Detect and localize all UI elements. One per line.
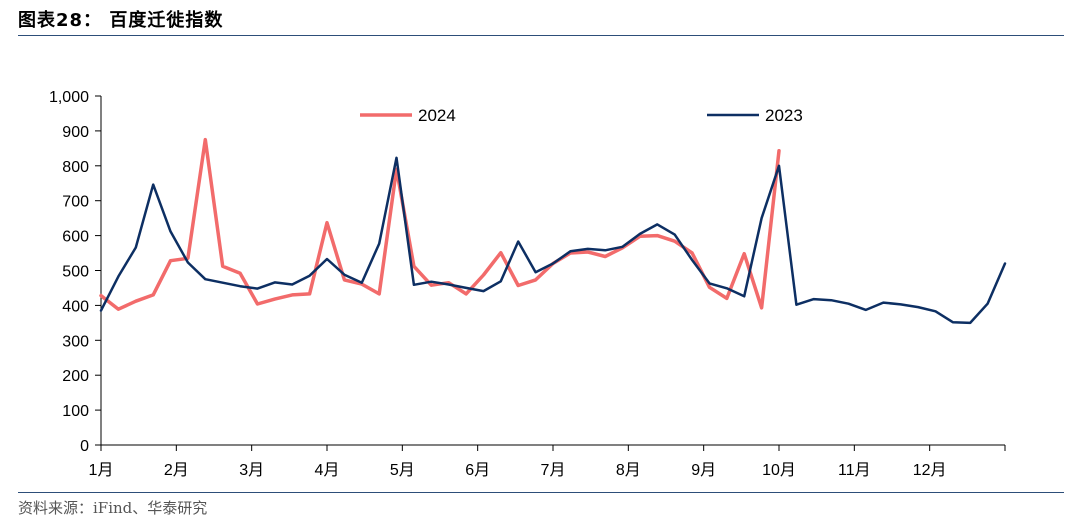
y-tick-label: 200 bbox=[62, 368, 89, 385]
x-tick-label: 7月 bbox=[541, 462, 566, 479]
footer-divider bbox=[18, 492, 1064, 493]
x-tick-label: 8月 bbox=[616, 462, 641, 479]
y-tick-label: 900 bbox=[62, 124, 89, 141]
legend-label-2024: 2024 bbox=[418, 106, 456, 125]
x-axis: 1月 2月 3月 4月 5月 6月 7月 8月 9月 10月 11月 12月 bbox=[89, 444, 1006, 479]
y-tick-label: 0 bbox=[80, 438, 89, 455]
series-layer bbox=[99, 137, 1007, 325]
x-tick-label: 12月 bbox=[913, 462, 947, 479]
y-tick-label: 400 bbox=[62, 298, 89, 315]
x-tick-label: 6月 bbox=[465, 462, 490, 479]
x-tick-label: 5月 bbox=[390, 462, 415, 479]
x-tick-label: 2月 bbox=[164, 462, 189, 479]
legend-label-2023: 2023 bbox=[765, 106, 803, 125]
x-tick-label: 10月 bbox=[762, 462, 796, 479]
y-tick-label: 600 bbox=[62, 229, 89, 246]
header-divider bbox=[18, 35, 1064, 36]
legend: 2024 2023 bbox=[360, 106, 803, 125]
y-tick-label: 700 bbox=[62, 194, 89, 211]
y-tick-label: 500 bbox=[62, 264, 89, 281]
x-tick-label: 4月 bbox=[315, 462, 340, 479]
x-tick-label: 1月 bbox=[89, 462, 114, 479]
source-note: 资料来源：iFind、华泰研究 bbox=[18, 499, 208, 517]
y-tick-label: 800 bbox=[62, 159, 89, 176]
x-tick-label: 9月 bbox=[691, 462, 716, 479]
x-tick-label: 3月 bbox=[239, 462, 264, 479]
y-tick-label: 300 bbox=[62, 333, 89, 350]
y-tick-label: 100 bbox=[62, 403, 89, 420]
y-tick-label: 1,000 bbox=[49, 89, 89, 106]
series-line-2023 bbox=[99, 156, 1007, 325]
y-axis: 0 100 200 300 400 500 600 700 800 900 1,000 bbox=[49, 89, 102, 455]
chart-title: 图表28： 百度迁徙指数 bbox=[18, 10, 224, 31]
x-tick-label: 11月 bbox=[838, 462, 871, 479]
